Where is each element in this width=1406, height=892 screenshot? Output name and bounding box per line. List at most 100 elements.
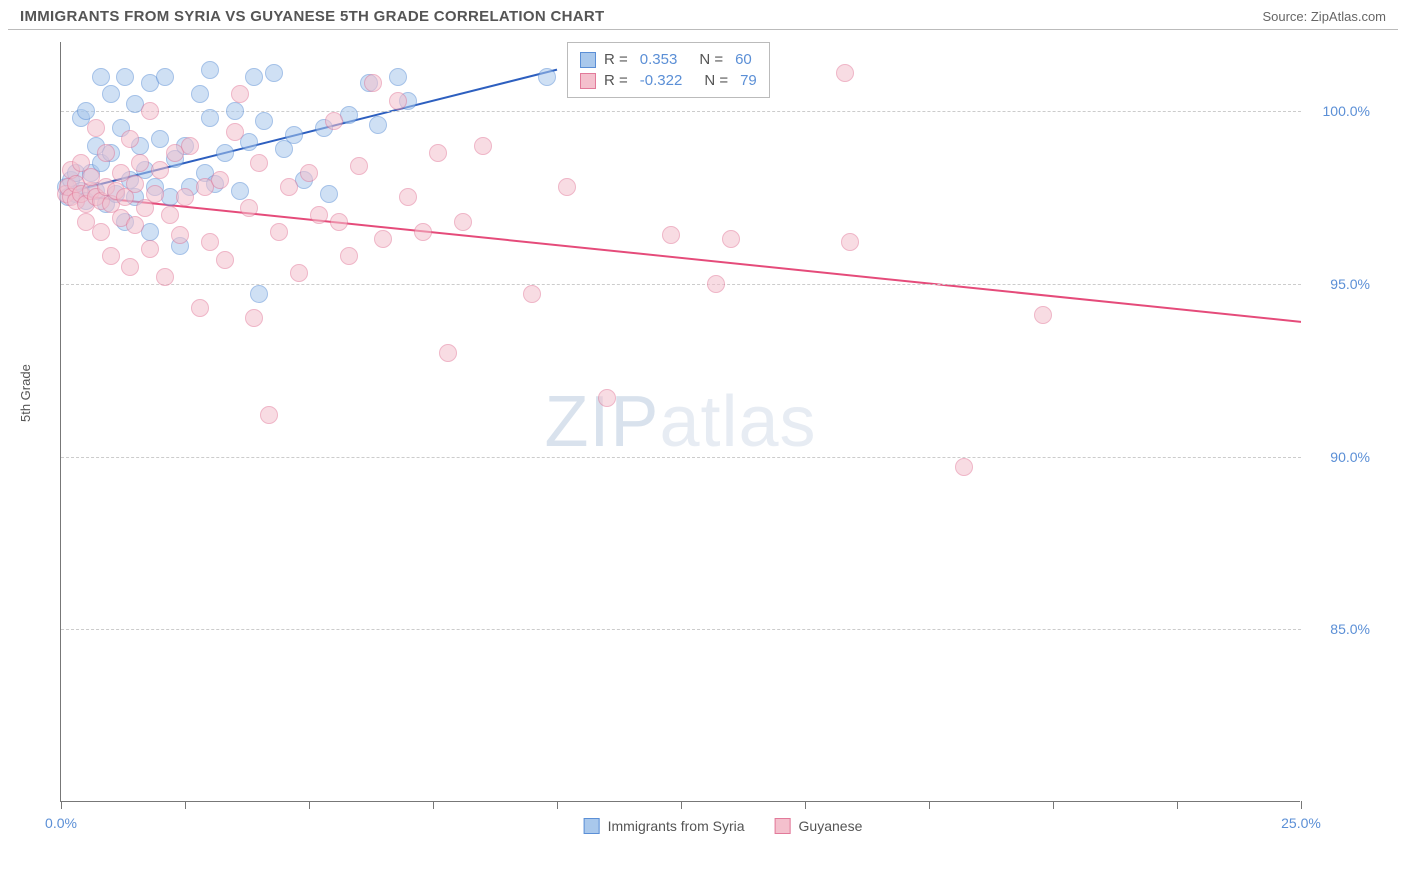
scatter-point [290, 264, 308, 282]
scatter-point [558, 178, 576, 196]
header-divider [8, 29, 1398, 30]
x-tick [805, 801, 806, 809]
scatter-point [201, 233, 219, 251]
x-tick [1053, 801, 1054, 809]
scatter-point [414, 223, 432, 241]
scatter-point [211, 171, 229, 189]
x-tick [433, 801, 434, 809]
scatter-point [176, 188, 194, 206]
scatter-point [102, 85, 120, 103]
scatter-point [121, 130, 139, 148]
scatter-point [87, 119, 105, 137]
scatter-point [330, 213, 348, 231]
scatter-point [191, 299, 209, 317]
scatter-point [474, 137, 492, 155]
legend-row: R = -0.322 N = 79 [580, 70, 757, 91]
scatter-point [1034, 306, 1052, 324]
scatter-point [141, 102, 159, 120]
r-value: 0.353 [640, 51, 678, 68]
y-tick-label: 90.0% [1330, 449, 1370, 465]
series-legend-item: Guyanese [775, 818, 863, 834]
scatter-point [151, 161, 169, 179]
correlation-legend: R =0.353N =60R =-0.322N =79 [567, 42, 770, 98]
y-tick-label: 85.0% [1330, 621, 1370, 637]
chart-title: IMMIGRANTS FROM SYRIA VS GUYANESE 5TH GR… [20, 8, 604, 25]
x-tick [185, 801, 186, 809]
scatter-point [231, 182, 249, 200]
gridline [61, 457, 1301, 458]
scatter-point [325, 112, 343, 130]
x-tick-label: 0.0% [45, 815, 77, 831]
legend-swatch [775, 818, 791, 834]
n-label: N = [699, 51, 723, 68]
n-label: N = [704, 72, 728, 89]
scatter-point [191, 85, 209, 103]
scatter-point [245, 309, 263, 327]
r-value: -0.322 [640, 72, 683, 89]
source-label: Source: ZipAtlas.com [1262, 9, 1386, 24]
scatter-point [399, 188, 417, 206]
scatter-point [121, 258, 139, 276]
scatter-point [955, 458, 973, 476]
scatter-point [722, 230, 740, 248]
x-tick [557, 801, 558, 809]
scatter-point [439, 344, 457, 362]
scatter-point [270, 223, 288, 241]
scatter-point [240, 199, 258, 217]
x-tick [681, 801, 682, 809]
scatter-point [454, 213, 472, 231]
scatter-point [538, 68, 556, 86]
series-name: Guyanese [799, 818, 863, 834]
scatter-point [389, 92, 407, 110]
y-axis-label: 5th Grade [18, 364, 33, 422]
scatter-point [161, 206, 179, 224]
legend-swatch [584, 818, 600, 834]
r-label: R = [604, 72, 628, 89]
scatter-point [280, 178, 298, 196]
r-label: R = [604, 51, 628, 68]
x-tick [61, 801, 62, 809]
legend-swatch [580, 52, 596, 68]
scatter-point [300, 164, 318, 182]
scatter-point [265, 64, 283, 82]
x-tick-label: 25.0% [1281, 815, 1321, 831]
scatter-point [156, 68, 174, 86]
scatter-point [181, 137, 199, 155]
n-value: 79 [740, 72, 757, 89]
scatter-point [102, 247, 120, 265]
x-tick [929, 801, 930, 809]
scatter-point [250, 154, 268, 172]
plot-area: ZIPatlas R =0.353N =60R =-0.322N =79 85.… [60, 42, 1300, 802]
scatter-point [141, 240, 159, 258]
scatter-point [146, 185, 164, 203]
x-tick [1301, 801, 1302, 809]
scatter-point [171, 226, 189, 244]
scatter-point [389, 68, 407, 86]
scatter-point [364, 74, 382, 92]
scatter-point [245, 68, 263, 86]
watermark: ZIPatlas [544, 381, 816, 463]
scatter-point [151, 130, 169, 148]
x-tick [309, 801, 310, 809]
gridline [61, 629, 1301, 630]
scatter-point [92, 68, 110, 86]
scatter-point [116, 68, 134, 86]
scatter-point [255, 112, 273, 130]
scatter-point [320, 185, 338, 203]
scatter-point [226, 102, 244, 120]
x-tick [1177, 801, 1178, 809]
legend-row: R =0.353N =60 [580, 49, 757, 70]
legend-swatch [580, 73, 596, 89]
trend-lines [61, 42, 1301, 802]
scatter-point [156, 268, 174, 286]
scatter-point [250, 285, 268, 303]
series-legend-item: Immigrants from Syria [584, 818, 745, 834]
scatter-point [126, 175, 144, 193]
scatter-point [598, 389, 616, 407]
scatter-point [226, 123, 244, 141]
chart-container: 5th Grade ZIPatlas R =0.353N =60R =-0.32… [60, 42, 1386, 802]
gridline [61, 111, 1301, 112]
scatter-point [77, 102, 95, 120]
scatter-point [240, 133, 258, 151]
scatter-point [97, 144, 115, 162]
